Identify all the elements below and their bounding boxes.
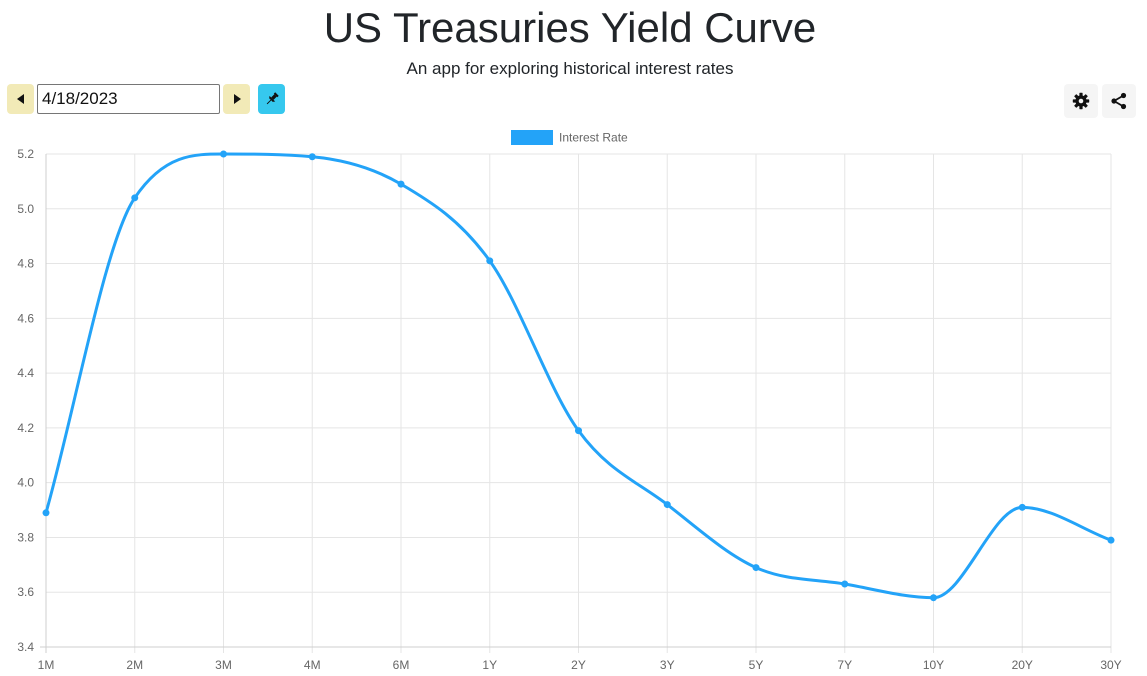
y-tick-label: 4.2 xyxy=(17,421,34,435)
chart-legend: Interest Rate xyxy=(511,130,628,145)
data-point-6m[interactable] xyxy=(397,180,405,188)
y-tick-label: 3.4 xyxy=(17,640,34,654)
y-tick-label: 4.4 xyxy=(17,366,34,380)
caret-left-icon xyxy=(16,94,24,104)
x-tick-label: 30Y xyxy=(1100,658,1121,672)
share-button[interactable] xyxy=(1102,84,1136,118)
data-point-5y[interactable] xyxy=(752,564,760,572)
gear-icon xyxy=(1072,92,1090,110)
pin-button[interactable] xyxy=(258,84,285,114)
x-tick-label: 7Y xyxy=(837,658,852,672)
data-point-7y[interactable] xyxy=(841,580,849,588)
date-toolbar xyxy=(7,84,285,114)
x-tick-label: 6M xyxy=(393,658,410,672)
y-tick-label: 4.6 xyxy=(17,311,34,325)
legend-swatch xyxy=(511,130,553,145)
y-tick-label: 3.6 xyxy=(17,585,34,599)
data-point-1y[interactable] xyxy=(486,257,494,265)
y-tick-label: 4.0 xyxy=(17,476,34,490)
data-point-10y[interactable] xyxy=(930,594,937,602)
x-tick-label: 3Y xyxy=(660,658,675,672)
legend-label: Interest Rate xyxy=(559,131,628,145)
share-icon xyxy=(1111,92,1127,110)
page-title: US Treasuries Yield Curve xyxy=(323,4,817,51)
next-date-button[interactable] xyxy=(223,84,250,114)
y-tick-label: 4.8 xyxy=(17,257,34,271)
chart-svg: Interest Rate 3.4 3.6 3.8 4.0 4.2 4.4 4.6 4.8 5.… xyxy=(17,130,1122,672)
y-tick-label: 3.8 xyxy=(17,530,34,544)
actions-toolbar xyxy=(1060,84,1136,118)
x-tick-label: 2Y xyxy=(571,658,586,672)
x-tick-label: 10Y xyxy=(923,658,944,672)
settings-button[interactable] xyxy=(1064,84,1098,118)
data-point-1m[interactable] xyxy=(42,509,50,517)
x-tick-label: 20Y xyxy=(1012,658,1033,672)
y-axis-ticks: 3.4 3.6 3.8 4.0 4.2 4.4 4.6 4.8 5.0 5.2 xyxy=(17,147,34,654)
previous-date-button[interactable] xyxy=(7,84,34,114)
x-tick-label: 1M xyxy=(38,658,55,672)
data-point-2y[interactable] xyxy=(575,427,582,435)
date-input[interactable] xyxy=(37,84,220,114)
x-tick-label: 3M xyxy=(215,658,232,672)
data-point-30y[interactable] xyxy=(1107,536,1115,544)
series-points xyxy=(42,150,1115,602)
page-subtitle: An app for exploring historical interest… xyxy=(406,59,734,78)
y-tick-label: 5.0 xyxy=(17,202,34,216)
data-point-3m[interactable] xyxy=(220,150,227,158)
x-tick-label: 2M xyxy=(126,658,143,672)
x-tick-label: 1Y xyxy=(482,658,497,672)
caret-right-icon xyxy=(233,94,241,104)
data-point-20y[interactable] xyxy=(1018,503,1026,511)
x-tick-label: 4M xyxy=(304,658,321,672)
data-point-2m[interactable] xyxy=(131,194,139,202)
x-axis-ticks: 1M 2M 3M 4M 6M 1Y 2Y 3Y 5Y 7Y 10Y 20Y 30Y xyxy=(38,658,1122,672)
pushpin-icon xyxy=(266,92,279,105)
chart-grid xyxy=(40,153,1112,653)
yield-curve-chart: Interest Rate 3.4 3.6 3.8 4.0 4.2 4.4 4.6 4.8 5.… xyxy=(0,120,1147,676)
x-tick-label: 5Y xyxy=(749,658,764,672)
data-point-3y[interactable] xyxy=(663,501,671,509)
y-tick-label: 5.2 xyxy=(17,147,34,161)
data-point-4m[interactable] xyxy=(308,153,316,161)
